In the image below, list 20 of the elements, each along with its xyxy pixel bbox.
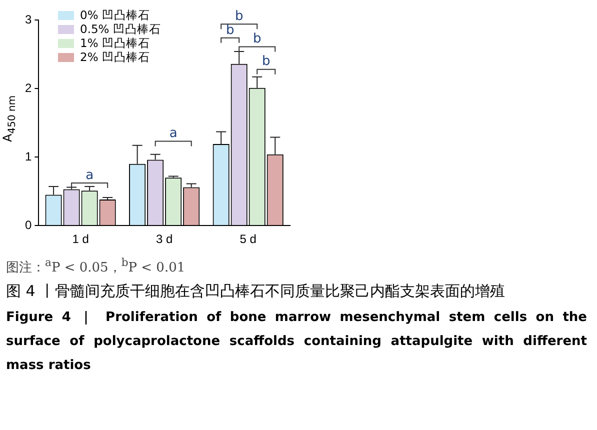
text: 图注：$^{a}$P < 0.05，$^{b}$P < 0.01 (6, 256, 186, 276)
annotation: b (262, 54, 270, 70)
x-tick-label: 3 d (156, 232, 173, 246)
text: 图 4 丨骨髓间充质干细胞在含凹凸棒石不同质量比聚己内酯支架表面的增殖 (6, 281, 506, 302)
legend-label: 0.5% 凹凸棒石 (80, 22, 161, 36)
x-tick-label: 1 d (72, 232, 89, 246)
x-tick-label: 5 d (240, 232, 256, 246)
y-tick-label: 3 (24, 12, 32, 26)
annotation: a (86, 168, 94, 183)
legend-label: 2% 凹凸棒石 (80, 50, 150, 64)
annotation: b (252, 32, 262, 47)
legend-label: 1% 凹凸棒石 (80, 36, 150, 50)
legend-label: 0% 凹凸棒石 (80, 8, 150, 22)
y-tick-label: 0 (24, 218, 32, 232)
annotation: a (169, 126, 178, 142)
y-tick-label: 2 (24, 80, 32, 95)
annotation: b (234, 8, 244, 24)
text: Figure 4 ｜ Proliferation of bone marrow mesenchymal stem cells on the surface of polycaprolactone scaffolds containing attapulgite with different mass ratios (6, 309, 587, 376)
y-tick-label: 1 (24, 149, 32, 164)
annotation: b (226, 22, 234, 38)
